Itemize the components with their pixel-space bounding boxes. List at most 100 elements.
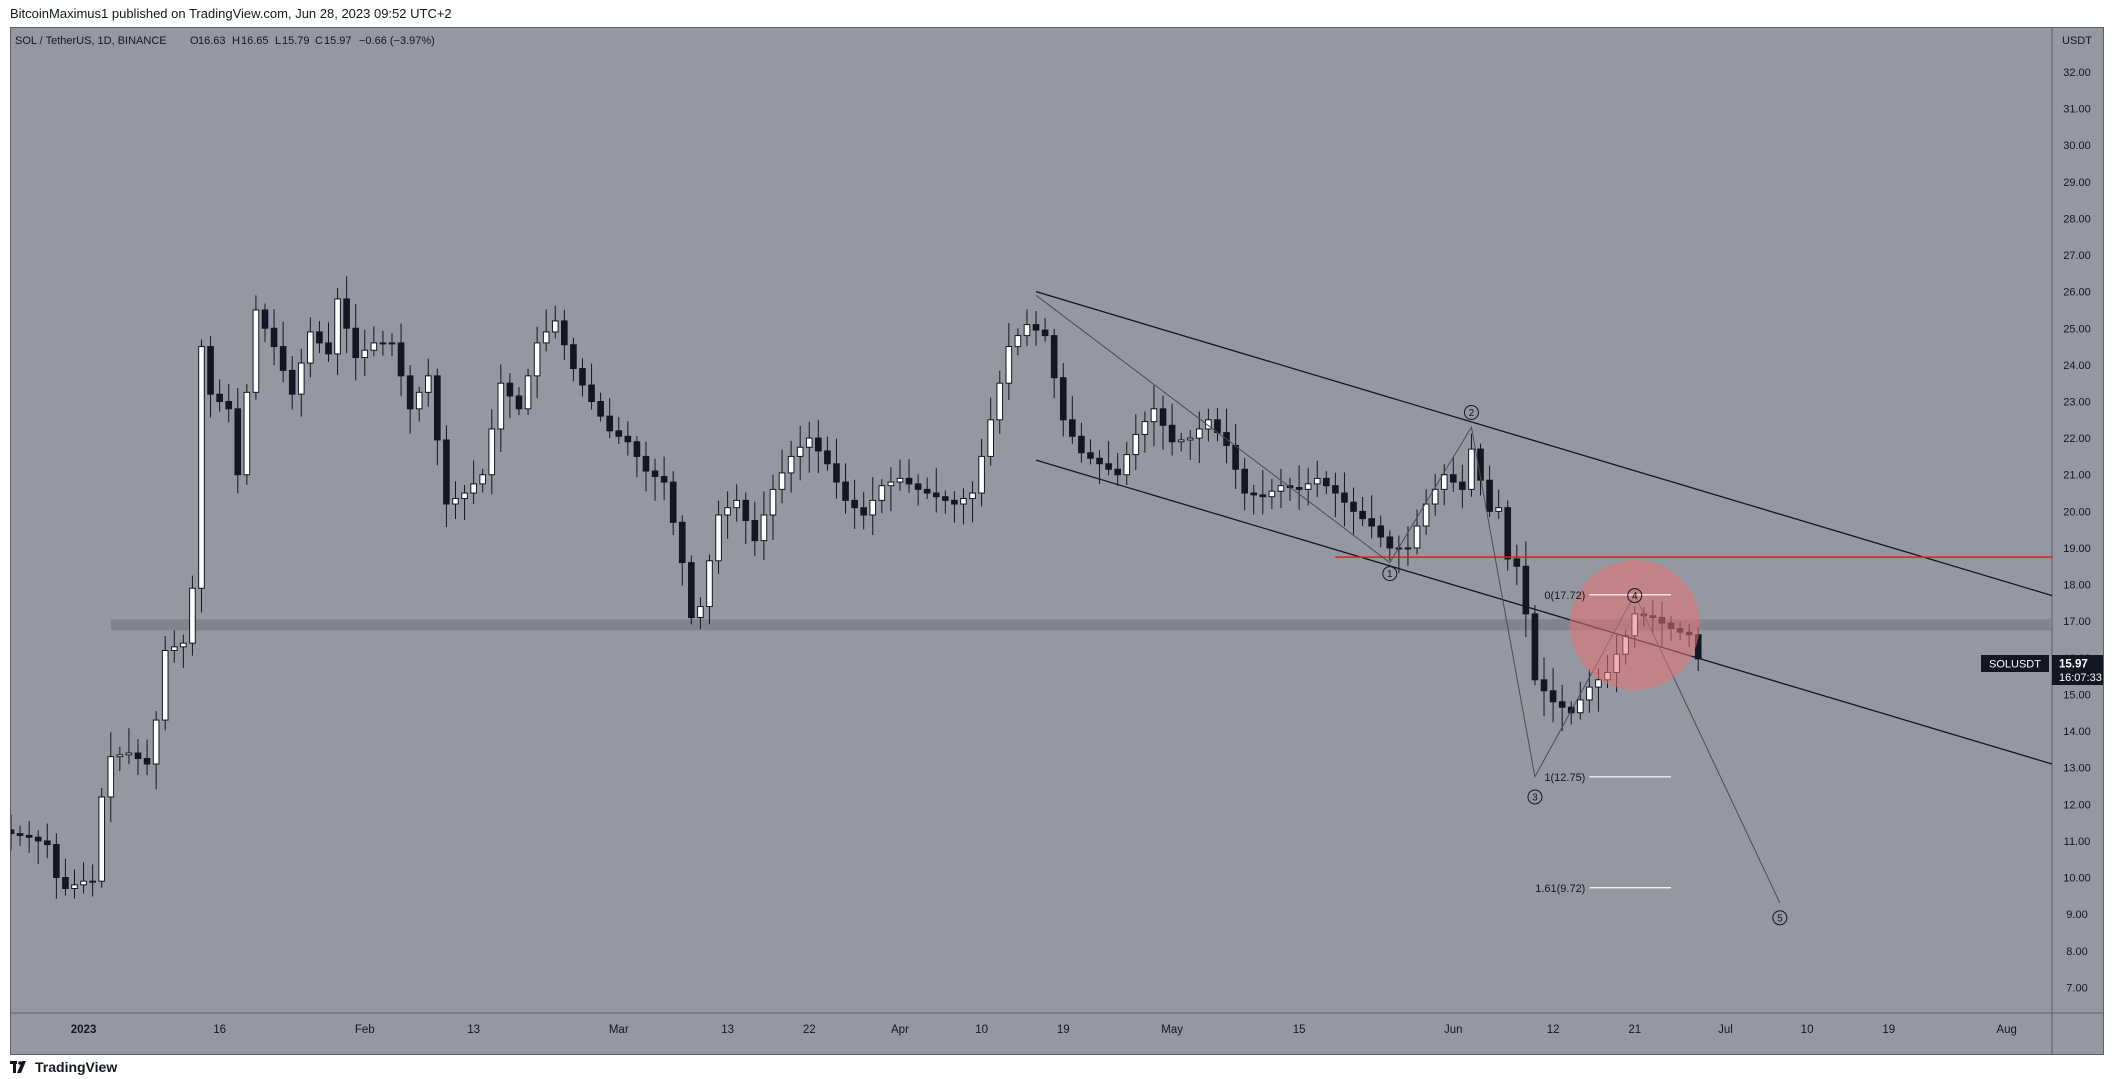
candle[interactable]	[1586, 668, 1593, 713]
candle[interactable]	[11, 814, 15, 851]
candle[interactable]	[1322, 471, 1330, 495]
candle[interactable]	[1014, 328, 1022, 356]
candle[interactable]	[225, 383, 233, 423]
candle[interactable]	[198, 339, 205, 613]
candle[interactable]	[361, 329, 369, 376]
candle[interactable]	[461, 485, 468, 520]
candle[interactable]	[1041, 317, 1049, 342]
candle[interactable]	[288, 356, 296, 410]
candle[interactable]	[1558, 684, 1566, 732]
candle[interactable]	[1196, 411, 1203, 464]
candle[interactable]	[397, 323, 405, 397]
candle[interactable]	[252, 295, 260, 400]
candle[interactable]	[969, 481, 976, 523]
candle[interactable]	[1268, 478, 1276, 509]
candle[interactable]	[116, 746, 124, 772]
candle[interactable]	[669, 471, 677, 536]
candle[interactable]	[815, 419, 822, 474]
candle[interactable]	[352, 304, 360, 381]
candle[interactable]	[479, 468, 487, 493]
candle[interactable]	[325, 322, 332, 363]
candle[interactable]	[769, 474, 777, 540]
candle[interactable]	[1549, 668, 1557, 723]
candle[interactable]	[53, 833, 60, 899]
candle[interactable]	[1540, 657, 1548, 717]
candle[interactable]	[143, 739, 151, 776]
candle[interactable]	[1078, 422, 1085, 463]
candle[interactable]	[25, 820, 33, 853]
candle[interactable]	[787, 440, 795, 493]
candle[interactable]	[1459, 464, 1466, 509]
candle[interactable]	[1504, 500, 1512, 571]
candle[interactable]	[579, 358, 586, 397]
candle[interactable]	[170, 630, 178, 663]
candle[interactable]	[1168, 403, 1176, 456]
candle[interactable]	[561, 309, 568, 361]
candle[interactable]	[43, 823, 51, 859]
channel-upper-line[interactable]	[1035, 291, 2053, 597]
candle[interactable]	[1096, 450, 1103, 484]
candle[interactable]	[778, 449, 786, 504]
candle[interactable]	[1259, 470, 1267, 515]
candle[interactable]	[62, 858, 69, 896]
candle[interactable]	[279, 321, 287, 383]
candle[interactable]	[1023, 309, 1031, 347]
candle[interactable]	[1132, 414, 1140, 470]
candle[interactable]	[1105, 441, 1112, 476]
candle[interactable]	[1159, 395, 1167, 450]
candle[interactable]	[706, 554, 713, 625]
candle[interactable]	[1005, 323, 1013, 401]
candle[interactable]	[1449, 457, 1457, 492]
chart-frame[interactable]: 0(17.72) 1(12.75) 1.61(9.72) 1 2 3 4 5 7.00 8.00…	[10, 27, 2104, 1055]
candle[interactable]	[424, 358, 432, 407]
candle[interactable]	[824, 436, 831, 471]
candle[interactable]	[996, 370, 1004, 434]
candle[interactable]	[1422, 489, 1430, 535]
candle[interactable]	[1576, 682, 1584, 720]
candle[interactable]	[1250, 484, 1258, 515]
candle[interactable]	[470, 460, 477, 504]
candle[interactable]	[1468, 433, 1475, 497]
candle[interactable]	[443, 425, 450, 528]
candle[interactable]	[860, 492, 867, 530]
candle[interactable]	[1304, 467, 1312, 506]
candle[interactable]	[842, 463, 849, 514]
candle[interactable]	[89, 864, 96, 897]
candle[interactable]	[960, 488, 967, 525]
candle[interactable]	[1377, 515, 1385, 548]
candle[interactable]	[851, 479, 858, 529]
candle[interactable]	[1150, 385, 1158, 447]
candle[interactable]	[751, 501, 759, 557]
candle[interactable]	[742, 492, 750, 545]
candle[interactable]	[942, 490, 949, 514]
candle[interactable]	[297, 348, 305, 417]
candle[interactable]	[189, 575, 196, 656]
channel-lower-line[interactable]	[1035, 459, 2053, 765]
candle[interactable]	[805, 421, 813, 473]
candle[interactable]	[633, 436, 641, 478]
candle[interactable]	[678, 515, 686, 586]
candle[interactable]	[316, 321, 323, 354]
candle[interactable]	[733, 484, 741, 522]
candle[interactable]	[570, 337, 577, 382]
candle[interactable]	[914, 474, 922, 506]
tradingview-logo[interactable]: TradingView	[10, 1059, 117, 1075]
candle[interactable]	[887, 467, 895, 512]
candle[interactable]	[207, 336, 214, 418]
candle[interactable]	[606, 398, 614, 439]
candle[interactable]	[16, 825, 24, 846]
candle[interactable]	[1332, 472, 1339, 518]
candle[interactable]	[588, 363, 595, 410]
candle[interactable]	[1531, 605, 1539, 686]
candle[interactable]	[161, 636, 169, 731]
candle[interactable]	[1486, 465, 1493, 517]
candle[interactable]	[34, 830, 42, 865]
candle[interactable]	[370, 326, 378, 357]
candle[interactable]	[1241, 458, 1248, 511]
candle[interactable]	[515, 387, 523, 416]
candle[interactable]	[869, 477, 877, 536]
candle[interactable]	[1350, 487, 1357, 535]
candle[interactable]	[1032, 311, 1040, 346]
candle[interactable]	[1495, 489, 1502, 519]
candle[interactable]	[597, 392, 604, 422]
